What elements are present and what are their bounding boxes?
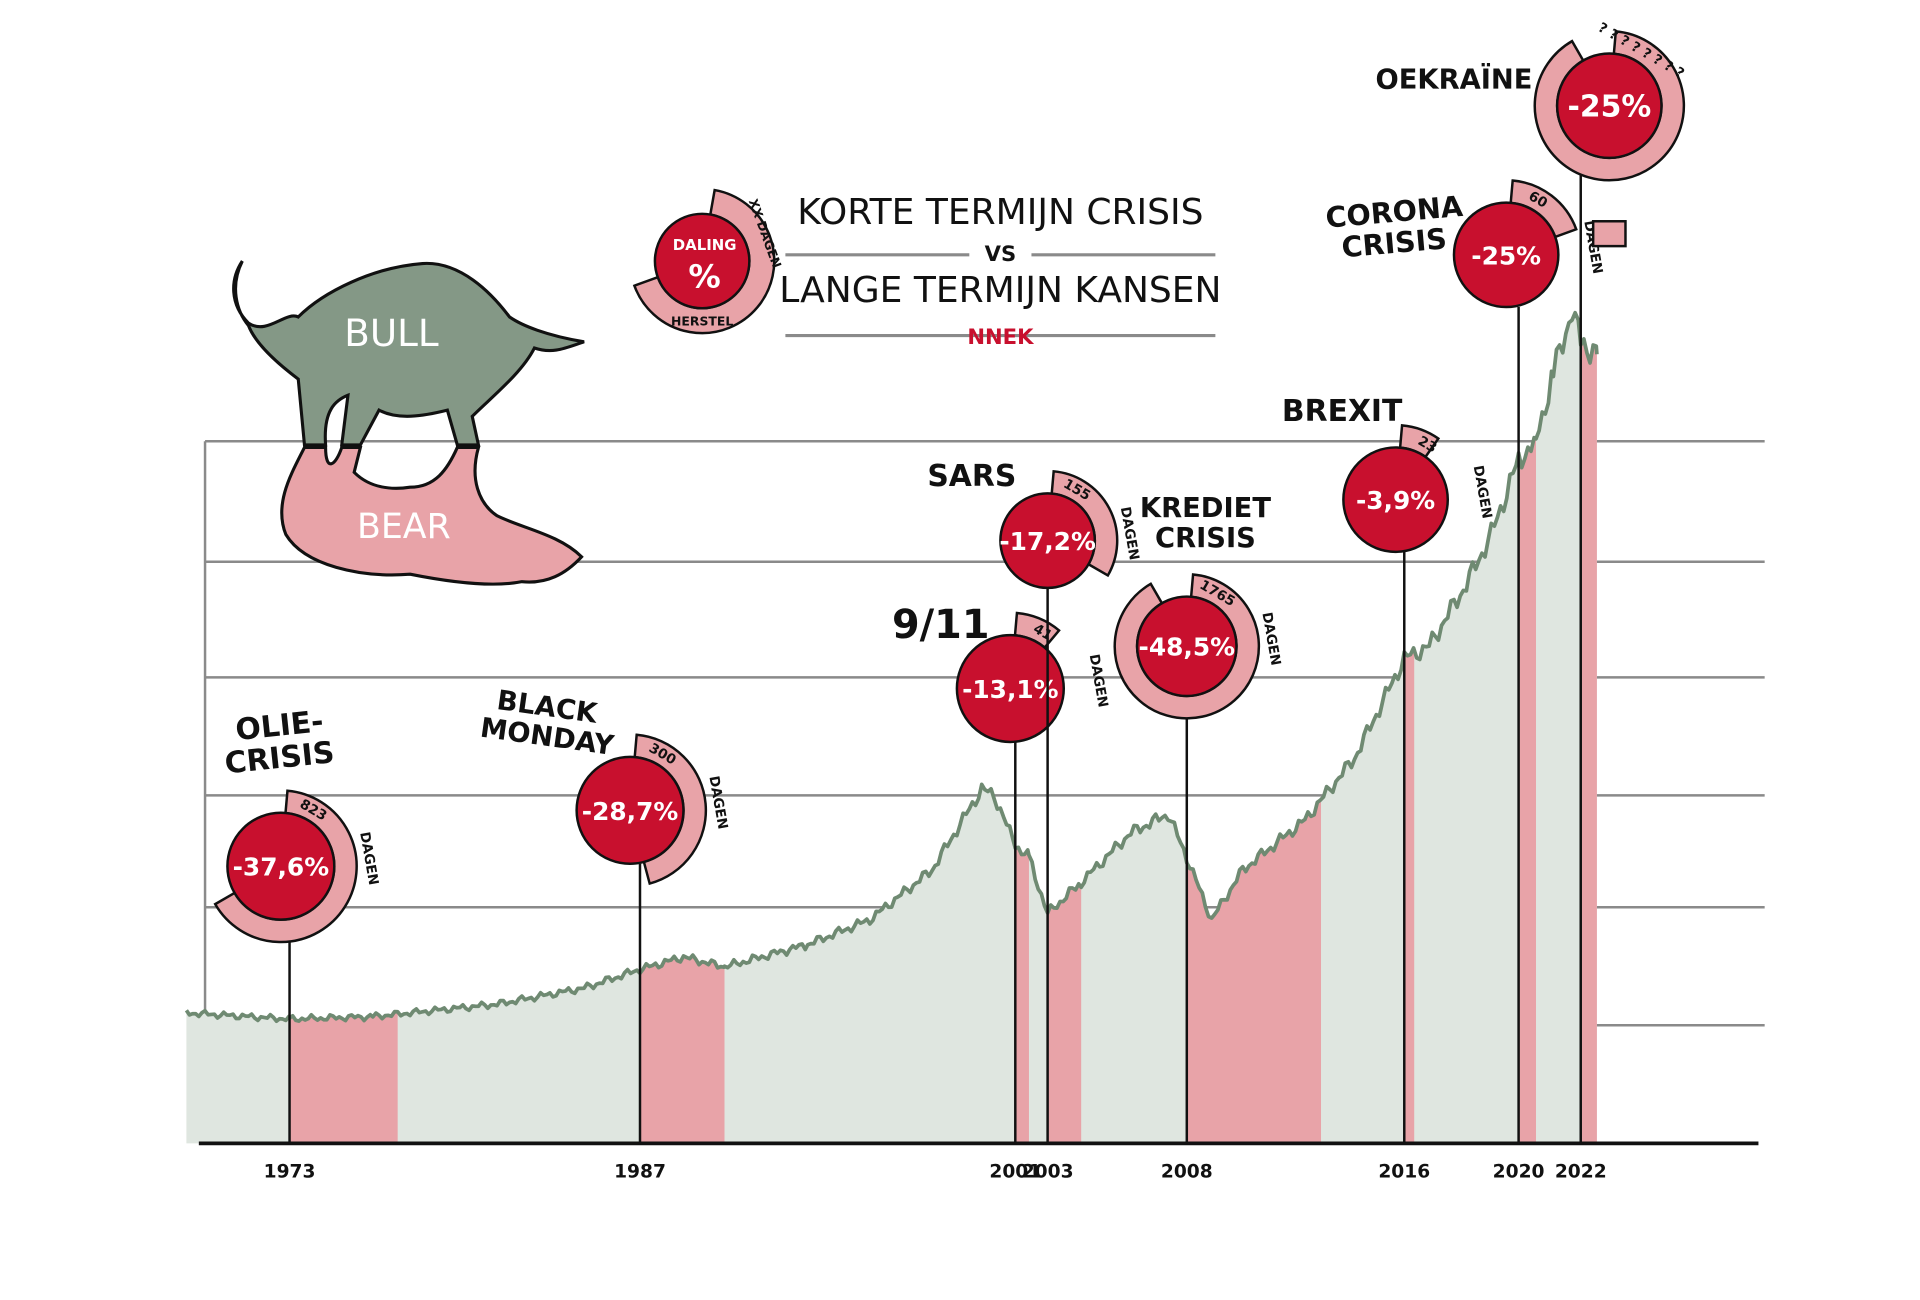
title-block: KORTE TERMIJN CRISIS VS LANGE TERMIJN KA… bbox=[779, 192, 1221, 349]
drop-label: -3,9% bbox=[1356, 486, 1435, 515]
drop-label: -13,1% bbox=[962, 675, 1059, 704]
crisis-name: KREDIET bbox=[1140, 493, 1271, 524]
drop-circle bbox=[1342, 446, 1450, 554]
drop-label: -28,7% bbox=[582, 797, 679, 826]
drop-circle bbox=[955, 633, 1066, 744]
bull bbox=[232, 260, 585, 447]
drop-circle bbox=[1555, 52, 1663, 160]
crisis-span bbox=[1404, 323, 1415, 1144]
crisis-span bbox=[1518, 323, 1536, 1144]
author: NNEK bbox=[967, 324, 1034, 349]
crisis-span bbox=[1047, 323, 1082, 1144]
crises: 1973-37,6%823DAGENOLIE-CRISIS1987-28,7%3… bbox=[213, 20, 1687, 1183]
question-dot bbox=[1591, 220, 1627, 248]
crisis-span bbox=[1186, 323, 1322, 1144]
year-label: 2020 bbox=[1493, 1161, 1545, 1182]
bull-label: BULL bbox=[344, 311, 439, 355]
year-label: 2001 bbox=[989, 1161, 1041, 1182]
drop-label: -37,6% bbox=[233, 853, 330, 882]
legend-recovery: HERSTEL bbox=[671, 313, 733, 328]
title-line: VS bbox=[985, 241, 1017, 266]
days-unit: DAGEN bbox=[1258, 611, 1283, 667]
crisis-name: CRISIS bbox=[1155, 523, 1256, 554]
drop-label: -25% bbox=[1567, 90, 1651, 125]
drop-label: -17,2% bbox=[999, 527, 1096, 556]
drop-circle bbox=[999, 492, 1097, 590]
days-unit: DAGEN bbox=[1086, 653, 1111, 709]
crisis-name: 9/11 bbox=[892, 602, 990, 648]
bull-bear: BULL BEAR bbox=[232, 260, 585, 586]
market-area bbox=[184, 310, 1599, 1144]
year-label: 1987 bbox=[614, 1161, 666, 1182]
year-label: 2022 bbox=[1555, 1161, 1607, 1182]
drop-circle bbox=[575, 755, 685, 865]
legend-unit: % bbox=[688, 257, 720, 295]
crisis: 2022-25%? ? ? ? ? ? ? ?OEKRAÏNE bbox=[1375, 20, 1686, 1183]
legend-drop: DALING bbox=[673, 236, 737, 254]
drop-label: -48,5% bbox=[1139, 633, 1236, 662]
drop-label: -25% bbox=[1471, 241, 1541, 270]
days-unit: DAGEN bbox=[356, 831, 381, 887]
year-label: 2016 bbox=[1378, 1161, 1430, 1182]
market-line bbox=[184, 310, 1599, 1024]
crisis-span bbox=[1580, 354, 1597, 1144]
drop-circle bbox=[653, 212, 751, 310]
drop-circle bbox=[226, 811, 336, 921]
year-label: 1973 bbox=[264, 1161, 316, 1182]
market-area-fill bbox=[186, 312, 1597, 1144]
days-unit: DAGEN bbox=[1117, 506, 1142, 562]
year-label: 2008 bbox=[1161, 1161, 1213, 1182]
bear bbox=[280, 445, 584, 586]
days-unit: DAGEN bbox=[1470, 464, 1495, 520]
crisis-span bbox=[640, 323, 725, 1144]
crisis-name: BREXIT bbox=[1282, 394, 1403, 429]
bear-label: BEAR bbox=[357, 507, 451, 547]
title-line: LANGE TERMIJN KANSEN bbox=[779, 270, 1221, 311]
crisis-name: SARS bbox=[927, 459, 1016, 494]
drop-circle bbox=[1135, 595, 1238, 698]
drop-circle bbox=[1452, 201, 1560, 309]
year-label: 2003 bbox=[1022, 1161, 1074, 1182]
title-line: KORTE TERMIJN CRISIS bbox=[797, 192, 1203, 233]
crisis-name: OEKRAÏNE bbox=[1375, 63, 1532, 95]
days-unit: DAGEN bbox=[705, 775, 730, 831]
